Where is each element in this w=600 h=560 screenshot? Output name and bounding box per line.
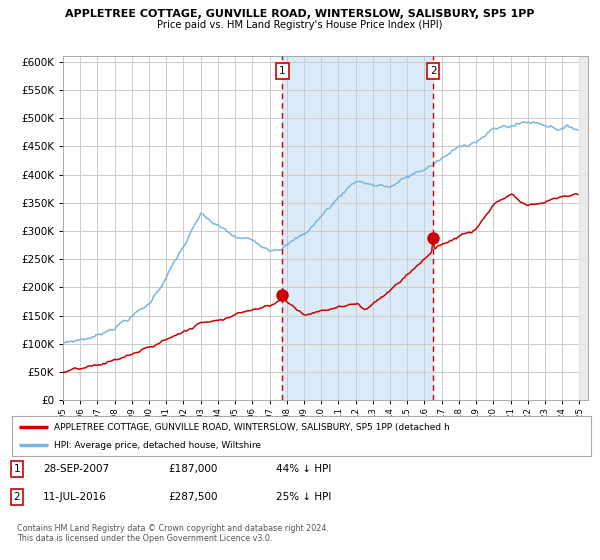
Text: HPI: Average price, detached house, Wiltshire: HPI: Average price, detached house, Wilt… [53,441,260,450]
Text: Price paid vs. HM Land Registry's House Price Index (HPI): Price paid vs. HM Land Registry's House … [157,20,443,30]
Text: £187,000: £187,000 [168,464,217,474]
Text: 1: 1 [13,464,20,474]
Text: Contains HM Land Registry data © Crown copyright and database right 2024.
This d: Contains HM Land Registry data © Crown c… [17,524,329,543]
Text: 2: 2 [13,492,20,502]
Text: 44% ↓ HPI: 44% ↓ HPI [276,464,331,474]
Bar [283,56,433,400]
Text: 11-JUL-2016: 11-JUL-2016 [43,492,107,502]
Text: 1: 1 [279,66,286,76]
Text: 25% ↓ HPI: 25% ↓ HPI [276,492,331,502]
Text: £287,500: £287,500 [168,492,218,502]
Text: 28-SEP-2007: 28-SEP-2007 [43,464,109,474]
Text: APPLETREE COTTAGE, GUNVILLE ROAD, WINTERSLOW, SALISBURY, SP5 1PP (detached h: APPLETREE COTTAGE, GUNVILLE ROAD, WINTER… [53,423,449,432]
Text: APPLETREE COTTAGE, GUNVILLE ROAD, WINTERSLOW, SALISBURY, SP5 1PP: APPLETREE COTTAGE, GUNVILLE ROAD, WINTER… [65,9,535,19]
Bar [580,56,588,400]
Text: 2: 2 [430,66,436,76]
